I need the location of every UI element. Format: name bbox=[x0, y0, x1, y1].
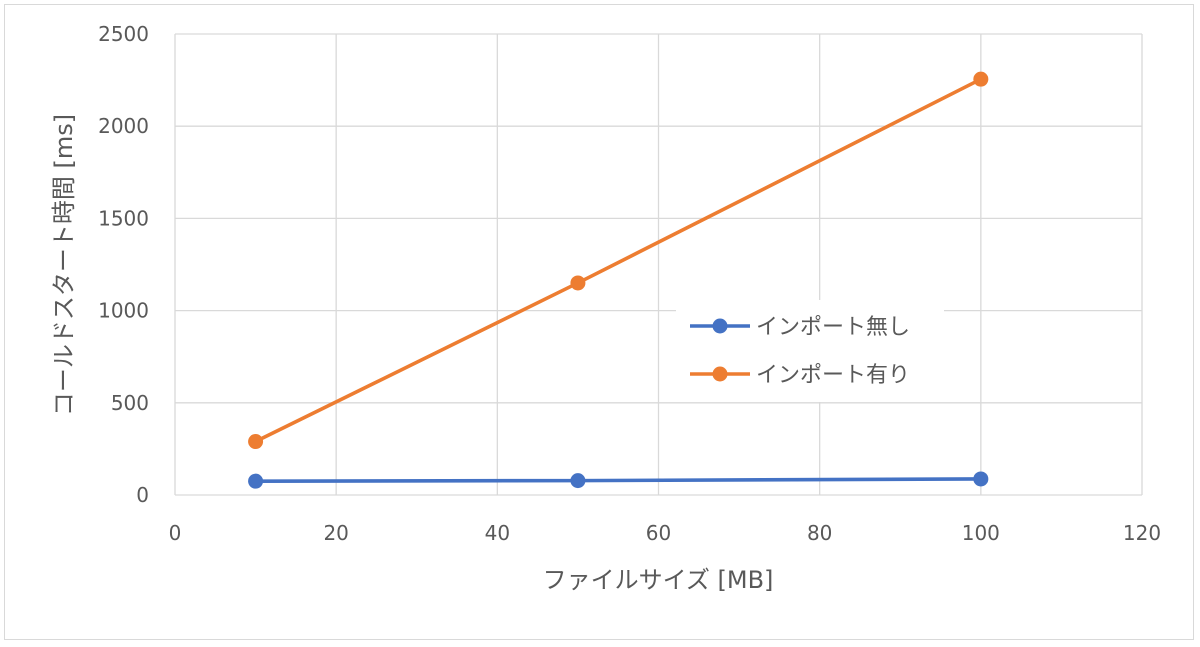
data-point bbox=[248, 473, 264, 489]
x-tick-label: 40 bbox=[485, 521, 510, 545]
data-point bbox=[248, 434, 264, 450]
x-tick-label: 0 bbox=[169, 521, 182, 545]
data-point bbox=[570, 275, 586, 291]
y-tick-label: 0 bbox=[136, 483, 149, 507]
data-point bbox=[973, 71, 989, 87]
x-tick-label: 60 bbox=[646, 521, 671, 545]
y-tick-label: 1000 bbox=[98, 299, 149, 323]
x-tick-labels: 0 20 40 60 80 100 120 bbox=[169, 521, 1161, 545]
y-tick-label: 1500 bbox=[98, 206, 149, 230]
y-tick-labels: 0 500 1000 1500 2000 2500 bbox=[98, 22, 149, 507]
x-tick-label: 100 bbox=[962, 521, 1000, 545]
x-tick-label: 120 bbox=[1123, 521, 1161, 545]
y-tick-label: 2000 bbox=[98, 114, 149, 138]
grid-lines bbox=[174, 33, 1143, 496]
data-point bbox=[973, 471, 989, 487]
legend-swatch-marker bbox=[712, 318, 728, 334]
y-tick-label: 2500 bbox=[98, 22, 149, 46]
y-tick-label: 500 bbox=[111, 391, 149, 415]
legend-entry-label: インポート有り bbox=[756, 363, 910, 388]
series-points bbox=[248, 71, 989, 489]
series-line bbox=[253, 477, 983, 483]
series-lines bbox=[253, 77, 983, 483]
x-tick-label: 80 bbox=[807, 521, 832, 545]
legend-background bbox=[676, 300, 944, 402]
y-axis-title: コールドスタート時間 [ms] bbox=[50, 114, 78, 416]
x-tick-label: 20 bbox=[323, 521, 348, 545]
chart-frame bbox=[4, 4, 1194, 640]
x-axis-title: ファイルサイズ [MB] bbox=[543, 566, 774, 594]
legend-swatch-marker bbox=[712, 366, 728, 382]
data-point bbox=[570, 473, 586, 489]
legend-entry-label: インポート無し bbox=[756, 315, 910, 340]
